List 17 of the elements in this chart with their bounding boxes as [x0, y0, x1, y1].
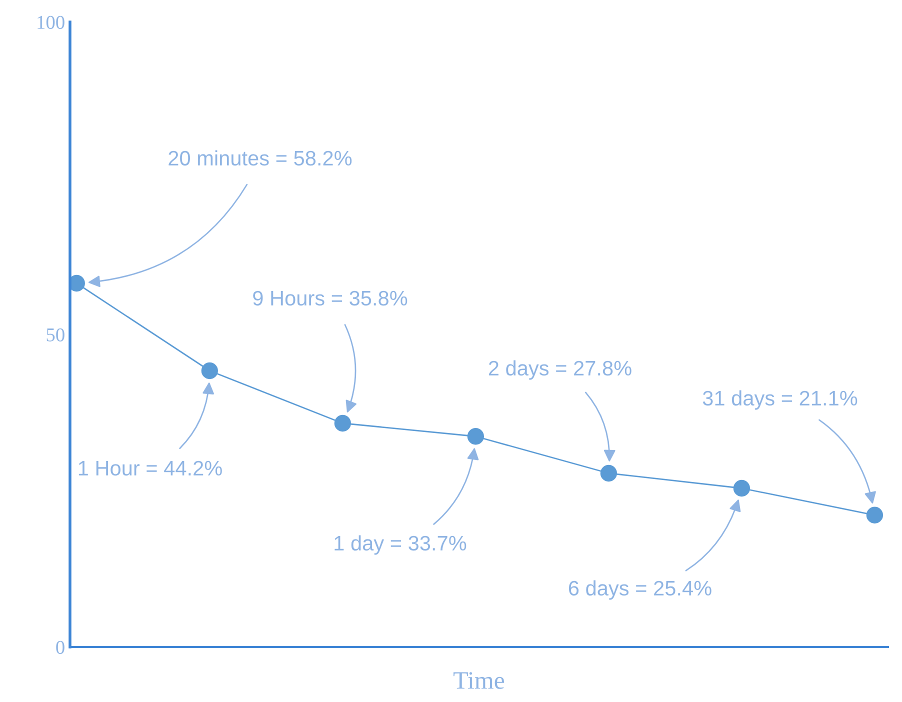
annotation: 20 minutes = 58.2% [168, 150, 352, 166]
point [467, 428, 484, 445]
point [866, 506, 884, 524]
point [600, 464, 618, 482]
annotation: 6 days = 25.4% [568, 580, 712, 600]
point [334, 414, 351, 432]
x-axis-title: Time [454, 672, 504, 689]
point [733, 480, 750, 497]
y-tick-label: 50 [46, 328, 64, 342]
annotation: 31 days = 21.1% [702, 390, 858, 410]
y-tick-label: 100 [38, 16, 64, 29]
point [201, 362, 218, 380]
annotation: 1 Hour = 44.2% [78, 460, 222, 476]
annotation: 9 Hours = 35.8% [253, 290, 408, 306]
annotation: 2 days = 27.8% [488, 360, 632, 380]
annotation: 1 day = 33.7% [334, 535, 466, 555]
y-tick-label: 0 [56, 640, 64, 654]
